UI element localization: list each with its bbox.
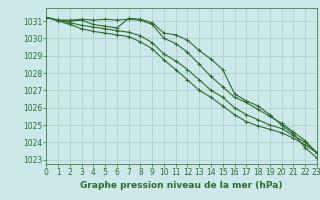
- X-axis label: Graphe pression niveau de la mer (hPa): Graphe pression niveau de la mer (hPa): [80, 181, 283, 190]
